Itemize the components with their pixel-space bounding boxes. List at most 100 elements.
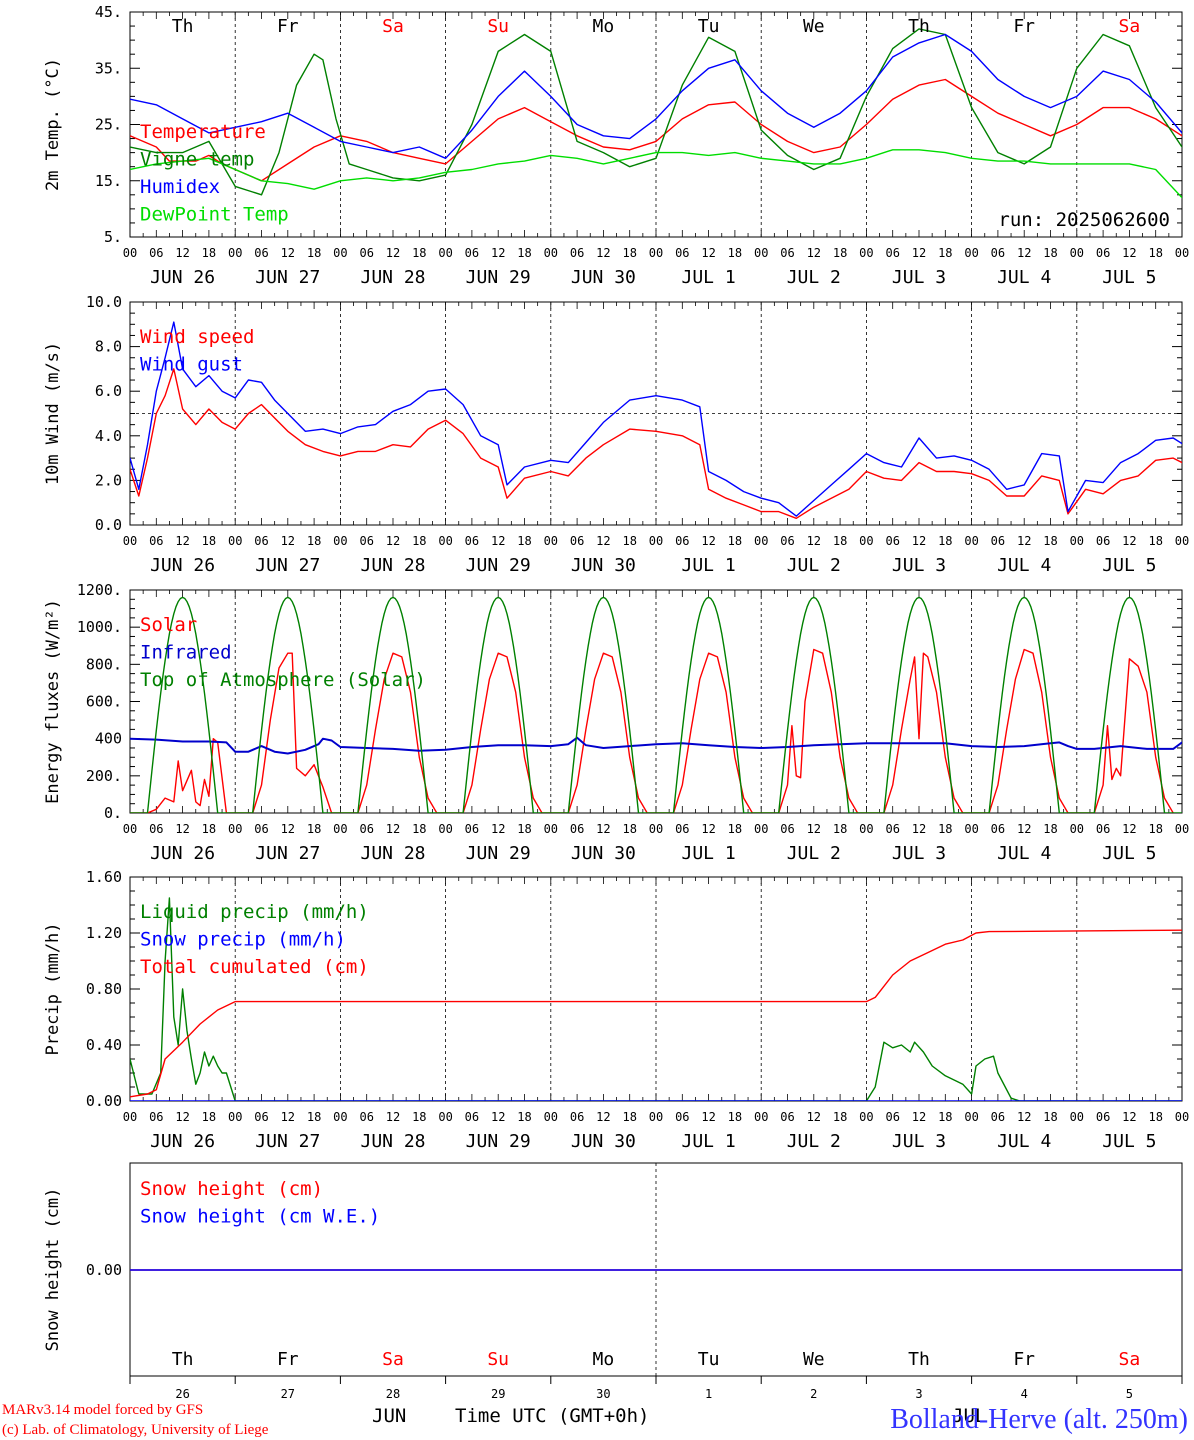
legend-solar: Solar — [140, 614, 197, 636]
date-label: JUL 1 — [682, 555, 736, 576]
hour-tick-label: 18 — [517, 534, 531, 548]
hour-tick-label: 18 — [833, 822, 847, 836]
hour-tick-label: 18 — [938, 1110, 952, 1124]
hour-tick-label: 06 — [885, 1110, 899, 1124]
footer-day-number: 30 — [596, 1387, 610, 1401]
series-wind-gust — [130, 321, 1182, 517]
y-axis-label: 2m Temp. (°C) — [43, 58, 63, 191]
footer-day-number: 4 — [1021, 1387, 1028, 1401]
hour-tick-label: 12 — [596, 1110, 610, 1124]
hour-tick-label: 06 — [780, 1110, 794, 1124]
hour-tick-label: 06 — [991, 534, 1005, 548]
footer: MARv3.14 model forced by GFS (c) Lab. of… — [2, 1387, 1188, 1438]
date-label: JUN 30 — [571, 1131, 636, 1152]
date-label: JUL 4 — [997, 843, 1051, 864]
footer-day-number: 3 — [915, 1387, 922, 1401]
hour-tick-label: 18 — [1148, 822, 1162, 836]
hour-tick-label: 00 — [544, 1110, 558, 1124]
weekday-label: Fr — [1013, 1349, 1035, 1370]
y-tick-label: 0.0 — [95, 516, 122, 534]
hour-tick-label: 18 — [728, 822, 742, 836]
y-tick-label: 600. — [86, 693, 122, 711]
hour-tick-label: 12 — [701, 534, 715, 548]
hour-tick-label: 00 — [544, 822, 558, 836]
hour-tick-label: 18 — [1148, 1110, 1162, 1124]
hour-tick-label: 12 — [912, 822, 926, 836]
hour-tick-label: 00 — [754, 246, 768, 260]
series-top-of-atmosphere-solar- — [130, 596, 1182, 813]
y-tick-label: 35. — [95, 59, 122, 77]
hour-tick-label: 00 — [438, 246, 452, 260]
panel-temp: 5. 15. 25. 35. 45. 2m Temp. (°C) Temperature Vi… — [43, 3, 1189, 288]
hour-tick-label: 18 — [307, 534, 321, 548]
legend-vigne-temp: Vigne temp — [140, 149, 254, 171]
date-label: JUL 2 — [787, 1131, 841, 1152]
month-left: JUN — [372, 1405, 406, 1427]
hour-tick-label: 12 — [281, 822, 295, 836]
hour-tick-label: 06 — [359, 534, 373, 548]
weekday-label: Tu — [698, 1349, 720, 1370]
hour-tick-label: 00 — [1175, 822, 1189, 836]
y-axis-label: Snow height (cm) — [43, 1188, 63, 1352]
y-tick-label: 1200. — [77, 581, 122, 599]
series-group — [130, 897, 1182, 1101]
y-tick-label: 10.0 — [86, 293, 122, 311]
hour-tick-label: 00 — [1175, 534, 1189, 548]
weekday-label: Sa — [382, 16, 404, 37]
weekday-label: Sa — [1119, 1349, 1141, 1370]
hour-tick-label: 18 — [307, 1110, 321, 1124]
legend-snow-height-cm-: Snow height (cm) — [140, 1178, 323, 1200]
hour-tick-label: 12 — [281, 534, 295, 548]
hour-tick-label: 00 — [859, 246, 873, 260]
hour-tick-label: 12 — [1017, 822, 1031, 836]
weekday-label: Fr — [277, 16, 299, 37]
series-dewpoint-temp — [130, 149, 1182, 199]
y-tick-label: 45. — [95, 3, 122, 21]
hour-tick-label: 00 — [123, 822, 137, 836]
hour-tick-label: 12 — [596, 246, 610, 260]
hour-tick-label: 12 — [281, 246, 295, 260]
station-name: Bolland-Herve (alt. 250m) — [890, 1404, 1188, 1435]
hour-tick-label: 12 — [701, 822, 715, 836]
hour-tick-label: 06 — [359, 822, 373, 836]
y-tick-label: 15. — [95, 172, 122, 190]
date-label: JUN 26 — [150, 843, 215, 864]
y-tick-label: 800. — [86, 655, 122, 673]
hour-tick-label: 18 — [938, 822, 952, 836]
hour-tick-label: 12 — [175, 822, 189, 836]
hour-tick-label: 00 — [333, 1110, 347, 1124]
hour-tick-label: 12 — [1122, 246, 1136, 260]
hour-tick-label: 06 — [1096, 822, 1110, 836]
date-label: JUL 4 — [997, 267, 1051, 288]
time-axis-title: Time UTC (GMT+0h) — [455, 1405, 649, 1427]
y-tick-label: 0.80 — [86, 980, 122, 998]
hour-tick-label: 00 — [123, 246, 137, 260]
hour-tick-label: 00 — [333, 246, 347, 260]
panel-energy: 0. 200. 400 600. 800. 1000. 1200. Energy fluxes… — [43, 581, 1189, 864]
weekday-label: Su — [487, 16, 509, 37]
series-infrared — [130, 736, 1182, 755]
hour-tick-label: 00 — [228, 534, 242, 548]
hour-tick-label: 18 — [412, 1110, 426, 1124]
hour-tick-label: 18 — [412, 246, 426, 260]
hour-tick-label: 12 — [807, 246, 821, 260]
series-wind-speed — [130, 368, 1182, 519]
model-credit: MARv3.14 model forced by GFS — [2, 1402, 203, 1418]
lab-credit: (c) Lab. of Climatology, University of L… — [2, 1422, 269, 1438]
hour-tick-label: 12 — [491, 246, 505, 260]
hour-tick-label: 18 — [202, 534, 216, 548]
hour-tick-label: 18 — [938, 246, 952, 260]
y-tick-label: 4.0 — [95, 427, 122, 445]
hour-tick-label: 12 — [1122, 822, 1136, 836]
hour-tick-label: 12 — [491, 1110, 505, 1124]
legend-wind-gust: Wind gust — [140, 354, 243, 376]
y-tick-label: 8.0 — [95, 338, 122, 356]
footer-day-number: 2 — [810, 1387, 817, 1401]
legend-snow-height-cm-w-e-: Snow height (cm W.E.) — [140, 1206, 380, 1228]
hour-tick-label: 18 — [517, 246, 531, 260]
weekday-label: Fr — [1013, 16, 1035, 37]
series-group — [130, 596, 1182, 813]
y-tick-label: 0.00 — [86, 1261, 122, 1279]
hour-tick-label: 18 — [833, 534, 847, 548]
